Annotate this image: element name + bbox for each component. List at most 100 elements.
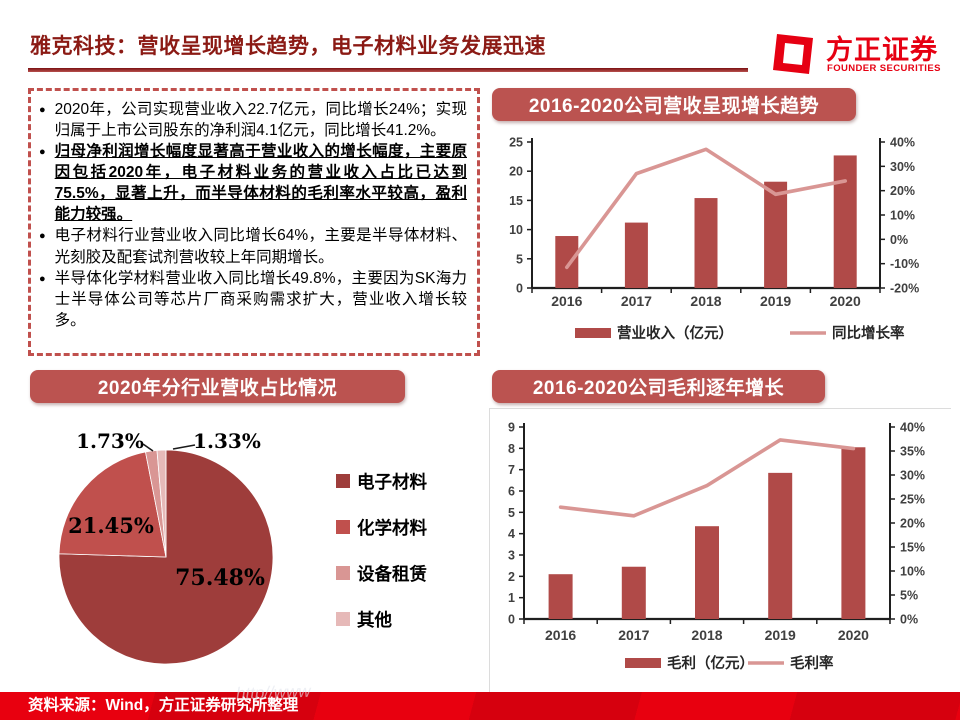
- founder-securities-icon: [773, 34, 813, 74]
- svg-text:毛利率: 毛利率: [790, 654, 834, 672]
- title-divider: [28, 68, 748, 72]
- revenue-growth-chart: 0 5 10 15 20 25 -20% -10% 0% 10% 20% 30% 40% 2016 2017…: [509, 136, 919, 343]
- bullet-item-emphasis: ● 归母净利润增长幅度显著高于营业收入的增长幅度，主要原因包括2020年，电子材料…: [39, 141, 467, 225]
- pie-slice-3: [156, 449, 167, 558]
- pie-legend: 电子材料化学材料设备租赁其他: [336, 470, 427, 654]
- svg-text:2019: 2019: [765, 627, 796, 643]
- svg-text:0%: 0%: [890, 233, 908, 247]
- svg-text:0%: 0%: [900, 613, 918, 627]
- brand-logo: 方正证券 FOUNDER SECURITIES: [768, 26, 948, 82]
- key-points-panel: ● 2020年，公司实现营业收入22.7亿元，同比增长24%；实现归属于上市公司股…: [28, 88, 480, 356]
- svg-text:2016: 2016: [551, 293, 582, 309]
- pie-legend-item-1: 化学材料: [336, 516, 427, 538]
- svg-text:40%: 40%: [890, 136, 915, 150]
- legend-swatch-icon: [336, 520, 350, 534]
- svg-text:7: 7: [508, 463, 515, 477]
- svg-text:1: 1: [508, 591, 515, 605]
- brand-name-cn: 方正证券: [826, 35, 938, 65]
- legend-label: 电子材料: [357, 471, 427, 492]
- svg-text:30%: 30%: [890, 160, 915, 174]
- svg-text:9: 9: [508, 421, 515, 435]
- pie-value-label: 21.45%: [68, 513, 154, 538]
- pie-slice-0: [58, 449, 274, 665]
- legend-label: 设备租赁: [357, 563, 427, 584]
- key-points-list: ● 2020年，公司实现营业收入22.7亿元，同比增长24%；实现归属于上市公司股…: [39, 99, 467, 331]
- svg-text:10%: 10%: [890, 209, 915, 223]
- axes: 0 5 10 15 20 25 -20% -10% 0% 10% 20% 30% 40%: [509, 136, 919, 296]
- pie-value-label: 75.48%: [175, 565, 265, 591]
- svg-text:2018: 2018: [690, 293, 721, 309]
- svg-text:毛利（亿元）: 毛利（亿元）: [667, 654, 754, 672]
- gross-profit-chart-frame: 0 1 2 3 4 5 6 7 8 9 0% 5% 10% 15% 20% 25% 30% 35% 40% 2016 2…: [489, 408, 951, 692]
- revenue-chart-title-banner: 2016-2020公司营收呈现增长趋势: [492, 88, 856, 121]
- svg-text:20: 20: [509, 165, 523, 179]
- legend-swatch-icon: [336, 566, 350, 580]
- bullet-icon: ●: [39, 146, 46, 159]
- pie-leader-line: [142, 443, 154, 452]
- bullet-item: ● 电子材料行业营业收入同比增长64%，主要是半导体材料、光刻胶及配套试剂营收较上…: [39, 225, 467, 267]
- svg-text:2020: 2020: [830, 293, 861, 309]
- bar-series: [555, 155, 857, 288]
- svg-text:-20%: -20%: [890, 282, 919, 296]
- svg-text:15: 15: [509, 194, 523, 208]
- bullet-icon: ●: [39, 272, 46, 285]
- chart-legend: 营业收入（亿元） 同比增长率: [575, 324, 905, 342]
- line-series: [565, 147, 848, 270]
- legend-swatch-icon: [336, 474, 350, 488]
- svg-text:2018: 2018: [691, 627, 722, 643]
- svg-text:5: 5: [508, 506, 515, 520]
- pie-slice-1: [58, 451, 167, 558]
- bullet-icon: ●: [39, 104, 46, 116]
- page-title: 雅克科技：营收呈现增长趋势，电子材料业务发展迅速: [30, 35, 546, 58]
- svg-text:2016: 2016: [545, 627, 576, 643]
- revenue-share-pie-chart: 75.48% 21.45% 1.73% 1.33%: [58, 429, 274, 665]
- svg-text:2020: 2020: [838, 627, 869, 643]
- pie-value-label: 1.73%: [76, 429, 144, 453]
- svg-text:6: 6: [508, 485, 515, 499]
- svg-text:0: 0: [516, 282, 523, 296]
- bullet-item: ● 2020年，公司实现营业收入22.7亿元，同比增长24%；实现归属于上市公司股…: [39, 99, 467, 141]
- svg-text:35%: 35%: [900, 445, 925, 459]
- svg-text:40%: 40%: [900, 421, 925, 435]
- svg-text:2: 2: [508, 570, 515, 584]
- pie-chart-title-banner: 2020年分行业营收占比情况: [30, 370, 405, 403]
- pie-legend-item-0: 电子材料: [336, 470, 427, 492]
- chart-legend: 毛利（亿元） 毛利率: [625, 654, 834, 672]
- svg-text:10%: 10%: [900, 565, 925, 579]
- svg-text:0: 0: [508, 613, 515, 627]
- bar-series: [548, 447, 866, 619]
- gross-profit-chart: 0 1 2 3 4 5 6 7 8 9 0% 5% 10% 15% 20% 25% 30% 35% 40% 2016 2…: [508, 421, 925, 673]
- svg-text:同比增长率: 同比增长率: [832, 324, 905, 342]
- svg-text:2019: 2019: [760, 293, 791, 309]
- svg-text:3: 3: [508, 549, 515, 563]
- svg-text:5%: 5%: [900, 589, 918, 603]
- pie-value-label: 1.33%: [193, 429, 261, 453]
- bullet-item: ● 半导体化学材料营业收入同比增长49.8%，主要因为SK海力士半导体公司等芯片厂…: [39, 268, 467, 331]
- svg-text:2017: 2017: [618, 627, 649, 643]
- legend-swatch-icon: [336, 612, 350, 626]
- svg-text:20%: 20%: [890, 184, 915, 198]
- svg-text:4: 4: [508, 527, 515, 541]
- svg-text:8: 8: [508, 442, 515, 456]
- svg-text:30%: 30%: [900, 469, 925, 483]
- legend-label: 其他: [357, 609, 392, 630]
- pie-legend-item-3: 其他: [336, 608, 427, 630]
- source-note: 资料来源：Wind，方正证券研究所整理: [28, 697, 299, 714]
- svg-text:-10%: -10%: [890, 257, 919, 271]
- svg-text:2017: 2017: [621, 293, 652, 309]
- source-bar: 资料来源：Wind，方正证券研究所整理: [0, 692, 960, 720]
- pie-legend-item-2: 设备租赁: [336, 562, 427, 584]
- svg-text:营业收入（亿元）: 营业收入（亿元）: [617, 324, 733, 342]
- svg-text:25%: 25%: [900, 493, 925, 507]
- svg-text:5: 5: [516, 252, 523, 266]
- bullet-icon: ●: [39, 230, 46, 243]
- legend-label: 化学材料: [357, 517, 427, 538]
- svg-text:20%: 20%: [900, 517, 925, 531]
- svg-text:25: 25: [509, 136, 523, 150]
- pie-leader-line: [172, 444, 196, 450]
- svg-text:15%: 15%: [900, 541, 925, 555]
- svg-text:10: 10: [509, 223, 523, 237]
- axes: 0 1 2 3 4 5 6 7 8 9 0% 5% 10% 15% 20% 25% 30% 35% 40%: [508, 421, 925, 627]
- gross-profit-chart-title-banner: 2016-2020公司毛利逐年增长: [492, 370, 825, 403]
- line-series: [558, 438, 856, 518]
